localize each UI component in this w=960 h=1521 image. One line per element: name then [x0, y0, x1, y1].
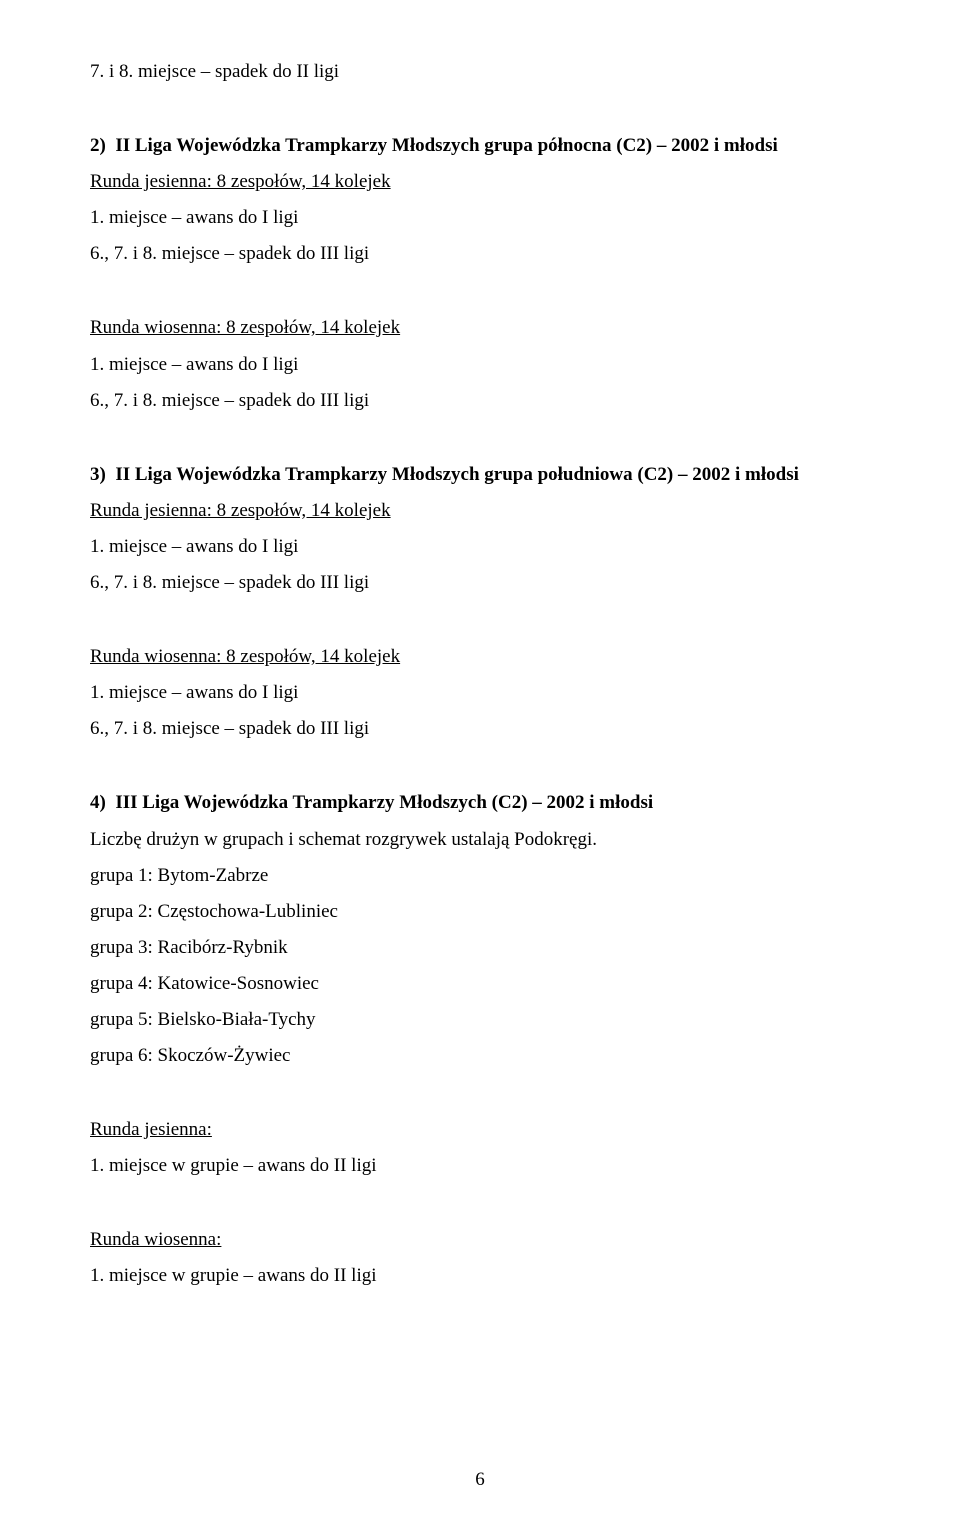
- runda-wiosenna-label: Runda wiosenna:: [90, 1229, 221, 1250]
- section-3-wiosenna: Runda wiosenna: 8 zespołów, 14 kolejek: [90, 639, 870, 675]
- runda-jesienna-label: Runda jesienna:: [90, 1119, 212, 1140]
- spacer: [90, 419, 870, 457]
- grupa-3: grupa 3: Racibórz-Rybnik: [90, 930, 870, 966]
- runda-jesienna-label: Runda jesienna: 8 zespołów, 14 kolejek: [90, 500, 391, 521]
- grupa-2: grupa 2: Częstochowa-Lubliniec: [90, 894, 870, 930]
- section-2-heading: 2) II Liga Wojewódzka Trampkarzy Młodszy…: [90, 128, 870, 164]
- grupa-6: grupa 6: Skoczów-Żywiec: [90, 1038, 870, 1074]
- grupa-1: grupa 1: Bytom-Zabrze: [90, 858, 870, 894]
- section-2-line3: 1. miejsce – awans do I ligi: [90, 347, 870, 383]
- section-4-heading: 4) III Liga Wojewódzka Trampkarzy Młodsz…: [90, 785, 870, 821]
- spacer: [90, 272, 870, 310]
- document-page: 7. i 8. miejsce – spadek do II ligi 2) I…: [0, 0, 960, 1521]
- runda-jesienna-label: Runda jesienna: 8 zespołów, 14 kolejek: [90, 171, 391, 192]
- top-line: 7. i 8. miejsce – spadek do II ligi: [90, 54, 870, 90]
- section-4-intro: Liczbę drużyn w grupach i schemat rozgry…: [90, 822, 870, 858]
- section-3-line3: 1. miejsce – awans do I ligi: [90, 675, 870, 711]
- section-4-j1: 1. miejsce w grupie – awans do II ligi: [90, 1148, 870, 1184]
- spacer: [90, 601, 870, 639]
- section-4-jesienna: Runda jesienna:: [90, 1112, 870, 1148]
- runda-wiosenna-label: Runda wiosenna: 8 zespołów, 14 kolejek: [90, 646, 400, 667]
- section-4-wiosenna: Runda wiosenna:: [90, 1222, 870, 1258]
- section-4-w1: 1. miejsce w grupie – awans do II ligi: [90, 1258, 870, 1294]
- section-3-line4: 6., 7. i 8. miejsce – spadek do III ligi: [90, 711, 870, 747]
- grupa-5: grupa 5: Bielsko-Biała-Tychy: [90, 1002, 870, 1038]
- section-3-line2: 6., 7. i 8. miejsce – spadek do III ligi: [90, 565, 870, 601]
- spacer: [90, 1184, 870, 1222]
- spacer: [90, 90, 870, 128]
- section-2-line1: 1. miejsce – awans do I ligi: [90, 200, 870, 236]
- section-2-jesienna: Runda jesienna: 8 zespołów, 14 kolejek: [90, 164, 870, 200]
- spacer: [90, 1074, 870, 1112]
- section-3-heading: 3) II Liga Wojewódzka Trampkarzy Młodszy…: [90, 457, 870, 493]
- section-2-line4: 6., 7. i 8. miejsce – spadek do III ligi: [90, 383, 870, 419]
- section-3-jesienna: Runda jesienna: 8 zespołów, 14 kolejek: [90, 493, 870, 529]
- grupa-4: grupa 4: Katowice-Sosnowiec: [90, 966, 870, 1002]
- section-2-wiosenna: Runda wiosenna: 8 zespołów, 14 kolejek: [90, 310, 870, 346]
- section-3-line1: 1. miejsce – awans do I ligi: [90, 529, 870, 565]
- section-2-line2: 6., 7. i 8. miejsce – spadek do III ligi: [90, 236, 870, 272]
- spacer: [90, 747, 870, 785]
- page-number: 6: [0, 1469, 960, 1491]
- runda-wiosenna-label: Runda wiosenna: 8 zespołów, 14 kolejek: [90, 317, 400, 338]
